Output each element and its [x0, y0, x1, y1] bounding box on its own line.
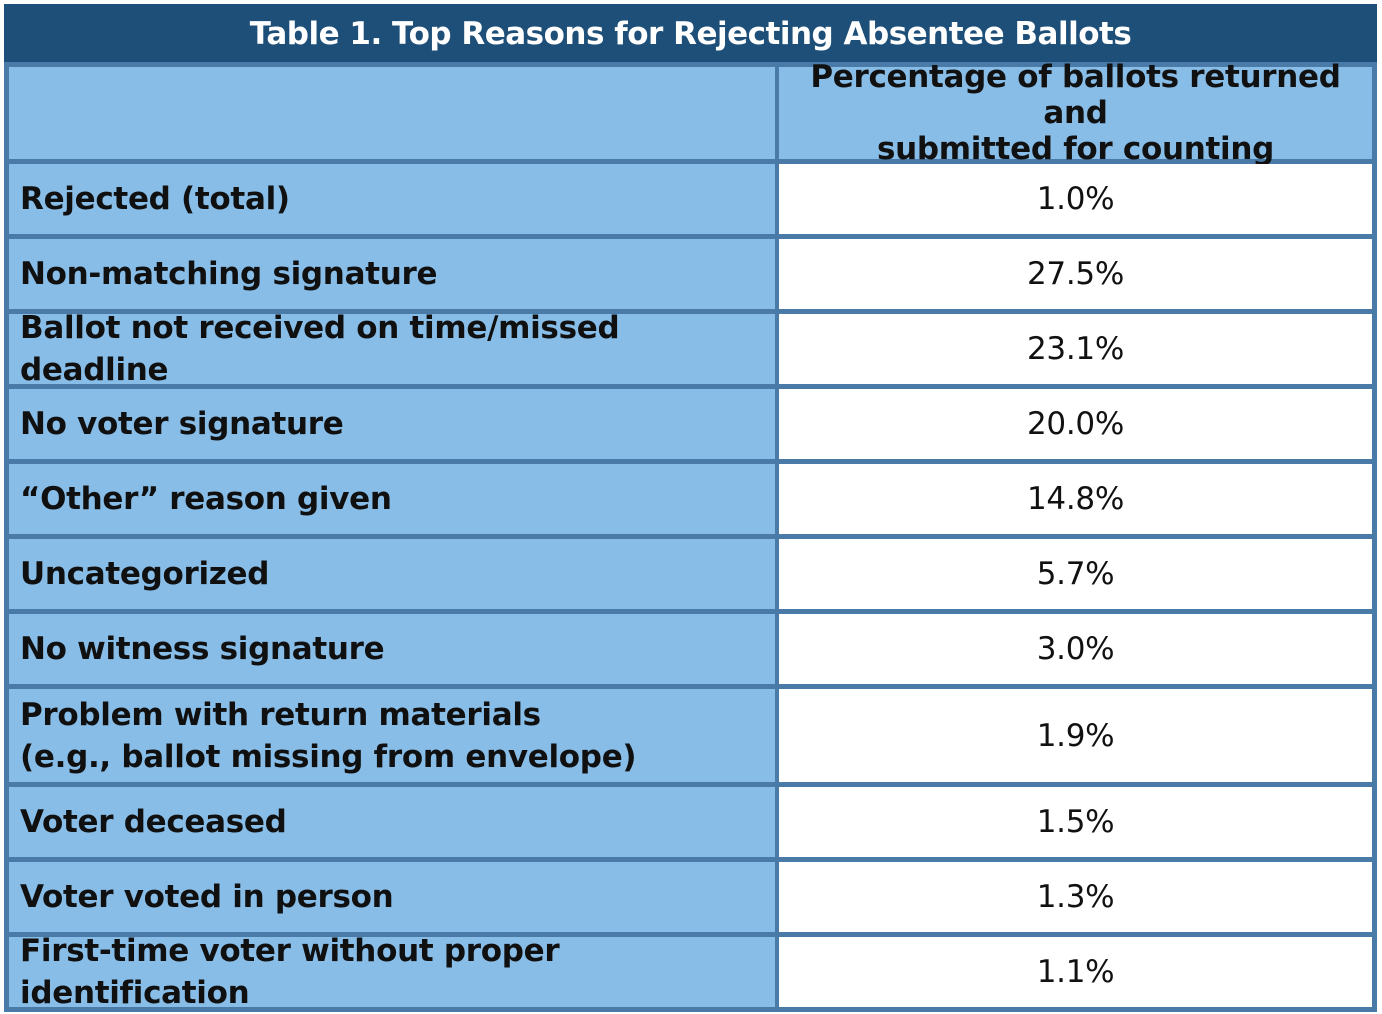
- row-label-cell: Non-matching signature: [9, 239, 775, 309]
- row-label: Ballot not received on time/missed deadl…: [20, 310, 620, 388]
- row-value-cell: 27.5%: [779, 239, 1372, 309]
- row-value-cell: 14.8%: [779, 464, 1372, 534]
- row-label-cell: No voter signature: [9, 389, 775, 459]
- row-label-cell: First-time voter without proper identifi…: [9, 933, 775, 1011]
- row-label-cell: Uncategorized: [9, 539, 775, 609]
- row-value-cell: 1.0%: [779, 164, 1372, 234]
- row-label-cell: Rejected (total): [9, 164, 775, 234]
- row-label: Uncategorized: [20, 556, 270, 592]
- header-value-line2: submitted for counting: [876, 131, 1275, 167]
- header-label-cell: [9, 67, 775, 159]
- row-label: Voter voted in person: [20, 879, 394, 915]
- row-value: 5.7%: [1036, 556, 1115, 592]
- row-value-cell: 1.5%: [779, 787, 1372, 857]
- row-label: “Other” reason given: [20, 481, 392, 517]
- row-label-cell: Ballot not received on time/missed deadl…: [9, 310, 775, 388]
- row-label-cell: Voter deceased: [9, 787, 775, 857]
- row-value-cell: 1.9%: [779, 689, 1372, 782]
- row-label: First-time voter without proper identifi…: [20, 933, 560, 1011]
- row-value-cell: 1.3%: [779, 862, 1372, 932]
- row-label: Rejected (total): [20, 181, 290, 217]
- row-label: No witness signature: [20, 631, 385, 667]
- row-label-cell: “Other” reason given: [9, 464, 775, 534]
- row-value: 1.3%: [1036, 879, 1115, 915]
- row-value: 1.5%: [1036, 804, 1115, 840]
- row-value-cell: 20.0%: [779, 389, 1372, 459]
- row-value: 1.1%: [1036, 954, 1115, 990]
- row-label: Problem with return materials: [20, 696, 541, 733]
- row-value: 1.9%: [1036, 717, 1115, 754]
- row-label: Voter deceased: [20, 804, 287, 840]
- row-value: 20.0%: [1027, 406, 1124, 442]
- row-value-cell: 5.7%: [779, 539, 1372, 609]
- row-value: 27.5%: [1027, 256, 1124, 292]
- header-value-cell: Percentage of ballots returned and submi…: [779, 59, 1372, 167]
- absentee-rejection-table: Table 1. Top Reasons for Rejecting Absen…: [4, 4, 1377, 1012]
- row-label-cell: Problem with return materials (e.g., ball…: [9, 689, 775, 782]
- row-label-cell: Voter voted in person: [9, 862, 775, 932]
- row-label: Non-matching signature: [20, 256, 438, 292]
- row-value: 23.1%: [1027, 331, 1124, 367]
- row-value: 1.0%: [1036, 181, 1115, 217]
- table-title: Table 1. Top Reasons for Rejecting Absen…: [4, 4, 1377, 62]
- row-label: No voter signature: [20, 406, 344, 442]
- row-value: 14.8%: [1027, 481, 1124, 517]
- row-value: 3.0%: [1036, 631, 1115, 667]
- row-label-cell: No witness signature: [9, 614, 775, 684]
- header-value-line1: Percentage of ballots returned and: [810, 59, 1341, 131]
- row-value-cell: 3.0%: [779, 614, 1372, 684]
- row-value-cell: 1.1%: [779, 937, 1372, 1007]
- row-value-cell: 23.1%: [779, 314, 1372, 384]
- row-label-line2: (e.g., ballot missing from envelope): [20, 738, 637, 775]
